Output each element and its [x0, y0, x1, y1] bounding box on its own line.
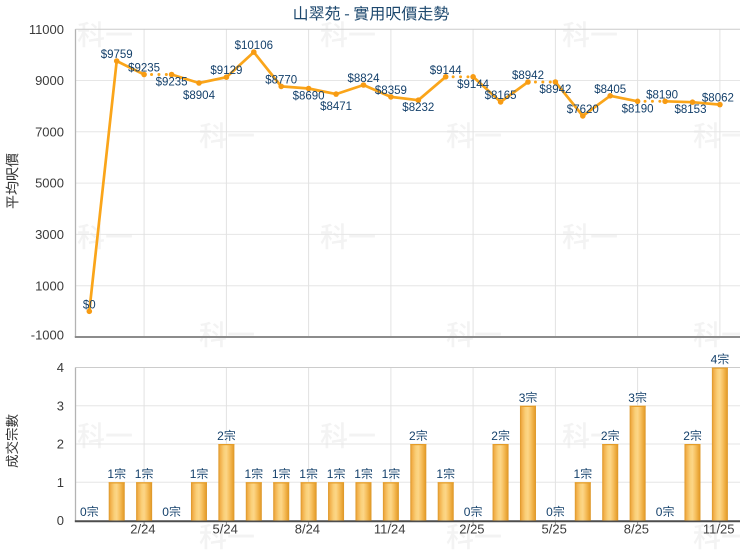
svg-text:1: 1 [354, 467, 361, 481]
svg-text:$9129: $9129 [210, 65, 242, 77]
svg-text:3: 3 [57, 398, 64, 413]
svg-text:0: 0 [162, 505, 169, 519]
svg-text:$8824: $8824 [348, 73, 381, 85]
svg-text:4: 4 [711, 353, 718, 367]
svg-text:$8190: $8190 [646, 89, 678, 101]
svg-text:5/25: 5/25 [542, 522, 567, 537]
svg-text:$8190: $8190 [622, 103, 654, 115]
svg-text:$8405: $8405 [594, 84, 626, 96]
svg-text:0: 0 [80, 505, 87, 519]
svg-text:11/25: 11/25 [703, 522, 735, 537]
svg-text:2: 2 [491, 429, 498, 443]
svg-text:1: 1 [57, 475, 64, 490]
svg-text:$9759: $9759 [101, 49, 133, 61]
svg-text:0: 0 [464, 505, 471, 519]
svg-text:$8942: $8942 [539, 84, 571, 96]
svg-text:1: 1 [245, 467, 252, 481]
svg-text:2: 2 [57, 437, 64, 452]
svg-text:0: 0 [656, 505, 663, 519]
svg-text:$8232: $8232 [402, 102, 434, 114]
svg-text:11/24: 11/24 [374, 522, 406, 537]
svg-text:$8942: $8942 [512, 70, 544, 82]
svg-text:1000: 1000 [35, 278, 64, 293]
svg-text:$8359: $8359 [375, 85, 407, 97]
svg-text:$8165: $8165 [485, 90, 517, 102]
svg-text:5000: 5000 [35, 176, 64, 191]
svg-text:$8690: $8690 [293, 91, 325, 103]
svg-text:1: 1 [107, 467, 114, 481]
svg-text:$9144: $9144 [430, 65, 463, 77]
svg-text:$8770: $8770 [265, 74, 297, 86]
svg-text:7000: 7000 [35, 124, 64, 139]
svg-text:2: 2 [217, 429, 224, 443]
svg-text:$7620: $7620 [567, 104, 599, 116]
svg-text:2: 2 [683, 429, 690, 443]
svg-text:1: 1 [436, 467, 443, 481]
svg-text:$9235: $9235 [128, 63, 160, 75]
svg-text:0: 0 [57, 513, 64, 528]
svg-text:4: 4 [57, 360, 64, 375]
svg-text:0: 0 [546, 505, 553, 519]
svg-text:2/24: 2/24 [130, 522, 155, 537]
svg-text:3: 3 [519, 391, 526, 405]
svg-text:$8904: $8904 [183, 90, 216, 102]
svg-text:1: 1 [382, 467, 389, 481]
svg-text:1: 1 [190, 467, 197, 481]
svg-text:1: 1 [574, 467, 581, 481]
svg-text:8/24: 8/24 [295, 522, 320, 537]
svg-text:2: 2 [409, 429, 416, 443]
svg-text:8/25: 8/25 [624, 522, 649, 537]
svg-text:-1000: -1000 [31, 328, 64, 343]
svg-text:3000: 3000 [35, 227, 64, 242]
svg-text:2/25: 2/25 [459, 522, 484, 537]
svg-text:2: 2 [601, 429, 608, 443]
svg-text:$8153: $8153 [675, 104, 707, 116]
svg-text:$8062: $8062 [702, 93, 734, 105]
svg-text:11000: 11000 [29, 22, 64, 37]
svg-text:1: 1 [135, 467, 142, 481]
svg-text:$9235: $9235 [156, 77, 188, 89]
svg-text:$10106: $10106 [235, 40, 273, 52]
svg-text:1: 1 [299, 467, 306, 481]
svg-text:$9144: $9144 [457, 79, 490, 91]
svg-text:$8471: $8471 [320, 101, 352, 113]
svg-text:$0: $0 [83, 299, 96, 311]
svg-text:5/24: 5/24 [213, 522, 238, 537]
svg-text:1: 1 [272, 467, 279, 481]
svg-text:1: 1 [327, 467, 334, 481]
svg-text:9000: 9000 [35, 73, 64, 88]
svg-text:3: 3 [628, 391, 635, 405]
